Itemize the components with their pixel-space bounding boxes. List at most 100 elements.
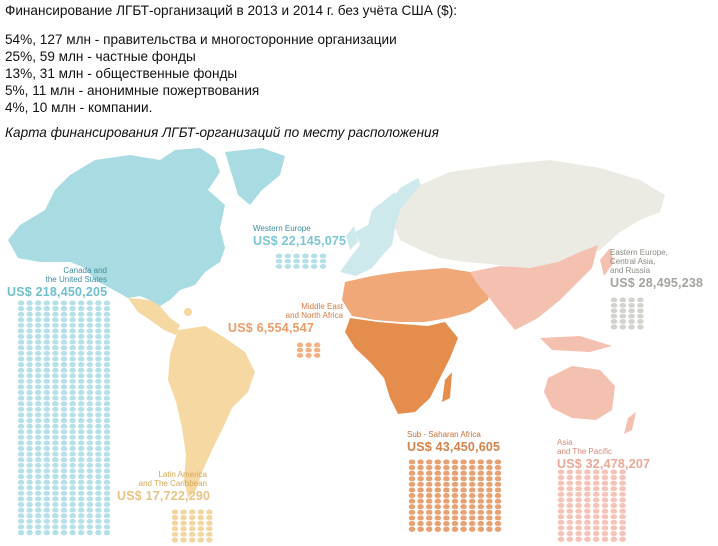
madagascar-shape (442, 372, 452, 402)
canada-us-coin (59, 529, 69, 537)
eastern-europe-coin (609, 323, 619, 331)
label-asia-pacific: Asia and The Pacific US$ 32,478,207 (557, 438, 650, 471)
label-canada-us: Canada and the United States US$ 218,450… (7, 266, 107, 299)
uk-shape (346, 226, 358, 250)
scandinavia-shape (388, 178, 425, 222)
asia-pacific-coin (600, 535, 610, 543)
sub-saharan-coin (442, 525, 451, 533)
sub-saharan-coin (476, 525, 485, 533)
region-name-text: Canada and the United States (45, 266, 107, 284)
indonesia-shape (540, 336, 612, 352)
canada-us-coin (42, 529, 51, 537)
asia-pacific-coin (565, 535, 574, 543)
region-amount-western-europe: US$ 22,145,075 (253, 234, 347, 248)
stat-anonymous: 5%, 11 млн - анонимные пожертвования (5, 83, 260, 98)
canada-us-coin (34, 529, 43, 537)
map-subtitle: Карта финансирования ЛГБТ-организаций по… (5, 125, 439, 140)
south-america-landmass (168, 326, 255, 498)
sub-saharan-coin (450, 525, 460, 533)
sub-saharan-coin (468, 525, 477, 533)
label-middle-east: Middle East and North Africa US$ 6,554,5… (228, 302, 343, 335)
label-sub-saharan: Sub - Saharan Africa US$ 43,450,605 (407, 430, 500, 454)
asia-pacific-coin (592, 535, 601, 543)
region-amount-latin-america: US$ 17,722,290 (117, 489, 211, 503)
asia-pacific-coin (609, 535, 618, 543)
canada-us-coin (51, 529, 60, 537)
sub-saharan-coin (493, 525, 503, 533)
coin-stacks (16, 252, 645, 544)
latin-america-shape (128, 298, 255, 498)
region-name-canada-us: Canada and the United States (7, 266, 107, 284)
russia-central-asia-landmass (395, 160, 665, 268)
region-amount-sub-saharan: US$ 43,450,605 (407, 440, 501, 454)
central-america-landmass (128, 298, 180, 335)
stat-governments: 54%, 127 млн - правительства и многостор… (5, 32, 397, 47)
japan-shape (600, 248, 614, 276)
africa-shape (345, 318, 458, 414)
western-europe-coin (318, 263, 328, 270)
region-name-western-europe: Western Europe (253, 224, 311, 233)
sub-saharan-coin (425, 525, 434, 533)
canada-us-coin (85, 529, 94, 537)
page-title: Финансирование ЛГБТ-организаций в 2013 и… (5, 3, 458, 18)
canada-us-coin (16, 529, 26, 537)
asia-pacific-coin (583, 535, 592, 543)
region-amount-middle-east: US$ 6,554,547 (228, 321, 314, 335)
western-europe-coin (301, 263, 310, 270)
australia-landmass (544, 366, 615, 420)
region-amount-eastern-europe: US$ 28,495,238 (610, 276, 704, 290)
sub-saharan-africa-landmass (345, 318, 458, 414)
label-eastern-europe: Eastern Europe, Central Asia, and Russia… (610, 248, 703, 290)
latin-america-coin (170, 536, 180, 544)
middle-east-coin (304, 352, 313, 359)
western-europe-coin (310, 263, 319, 270)
canada-us-coin (102, 529, 112, 537)
region-name-latin-america: Latin America and The Caribbean (138, 470, 207, 488)
canada-us-coin (25, 529, 34, 537)
north-america-landmass (8, 148, 225, 306)
sub-saharan-coin (459, 525, 468, 533)
stat-companies: 4%, 10 млн - компании. (5, 100, 153, 115)
asia-pacific-coin (618, 535, 627, 543)
south-east-asia-landmass (470, 245, 598, 330)
stat-private-foundations: 25%, 59 млн - частные фонды (5, 49, 196, 64)
label-latin-america: Latin America and The Caribbean US$ 17,7… (117, 470, 211, 503)
region-name-asia-pacific: Asia and The Pacific (557, 438, 612, 456)
region-amount-asia-pacific: US$ 32,478,207 (557, 457, 651, 471)
eastern-europe-coin (627, 323, 636, 331)
latin-america-coin (179, 536, 188, 544)
latin-america-coin (188, 536, 197, 544)
sub-saharan-coin (485, 525, 494, 533)
region-name-middle-east: Middle East and North Africa (285, 302, 343, 320)
mena-landmass (342, 268, 492, 322)
region-name-eastern-europe: Eastern Europe, Central Asia, and Russia (610, 248, 668, 275)
region-name-sub-saharan: Sub - Saharan Africa (407, 430, 481, 439)
region-amount-canada-us: US$ 218,450,205 (7, 285, 108, 299)
sub-saharan-coin (407, 525, 417, 533)
label-western-europe: Western Europe US$ 22,145,075 (253, 224, 346, 248)
funding-world-map (8, 148, 665, 544)
western-europe-coin (274, 263, 284, 270)
eastern-europe-coin (636, 323, 645, 331)
canada-us-coin (68, 529, 77, 537)
eurasia-shape (340, 160, 665, 276)
sub-saharan-coin (416, 525, 425, 533)
canada-us-coin (94, 529, 103, 537)
new-zealand-shape (624, 412, 636, 434)
eastern-europe-coin (618, 323, 627, 331)
asia-pacific-coin (556, 535, 566, 543)
canada-us-coin (77, 529, 86, 537)
north-america-shape (8, 148, 285, 306)
middle-east-coin (313, 352, 322, 359)
funding-stats: 54%, 127 млн - правительства и многостор… (5, 31, 397, 116)
latin-america-coin (205, 536, 214, 544)
asia-pacific-shape (470, 245, 636, 434)
western-europe-coin (292, 263, 301, 270)
latin-america-coin (196, 536, 205, 544)
mena-shape (342, 268, 492, 322)
caribbean-islands (184, 308, 192, 316)
sub-saharan-coin (433, 525, 442, 533)
asia-pacific-coin (574, 535, 583, 543)
middle-east-coin (295, 352, 305, 359)
greenland-shape (225, 148, 285, 205)
